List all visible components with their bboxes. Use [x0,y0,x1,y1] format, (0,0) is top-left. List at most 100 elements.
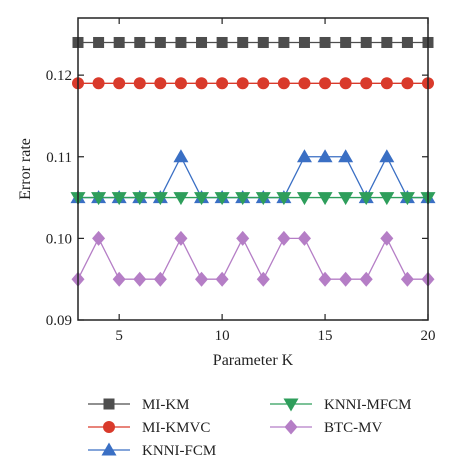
data-point-mi-kmvc [216,77,229,90]
data-point-mi-kmvc [257,77,270,90]
data-point-knni-mfcm [255,192,271,206]
data-point-mi-km [93,36,105,48]
data-point-btc-mv [112,271,126,287]
data-point-mi-kmvc [154,77,167,90]
data-point-mi-kmvc [339,77,352,90]
data-point-mi-kmvc [92,77,105,90]
data-point-mi-kmvc [319,77,332,90]
data-point-mi-kmvc [277,77,290,90]
data-point-knni-mfcm [152,192,168,206]
legend-marker-mi-km [103,398,115,410]
data-point-mi-km [196,36,208,48]
x-tick-label: 20 [421,328,436,344]
y-axis-title: Error rate [17,138,34,200]
y-tick-label: 0.10 [46,231,72,247]
legend-item-mi-km: MI-KM [88,397,190,413]
legend-item-mi-kmvc: MI-KMVC [88,420,210,436]
data-point-knni-mfcm [194,192,210,206]
data-point-knni-mfcm [379,192,395,206]
data-point-btc-mv [215,271,229,287]
data-point-mi-kmvc [298,77,311,90]
data-point-knni-mfcm [91,192,107,206]
legend-marker-btc-mv [284,419,298,435]
legend-label-knni-fcm: KNNI-FCM [142,443,216,459]
x-tick-label: 10 [215,328,230,344]
legend-item-knni-fcm: KNNI-FCM [88,442,216,459]
data-point-btc-mv [359,271,373,287]
data-point-mi-km [154,36,166,48]
legend-marker-knni-mfcm [283,398,299,412]
legend-item-knni-mfcm: KNNI-MFCM [270,397,412,413]
data-point-knni-fcm [379,149,395,163]
data-point-mi-kmvc [174,77,187,90]
series-btc-mv [71,230,435,287]
data-point-knni-mfcm [296,192,312,206]
data-point-mi-kmvc [195,77,208,90]
data-point-knni-mfcm [173,192,189,206]
x-tick-label: 15 [318,328,333,344]
data-point-knni-mfcm [399,192,415,206]
y-tick-label: 0.09 [46,313,72,329]
data-point-knni-mfcm [235,192,251,206]
data-point-knni-fcm [173,149,189,163]
data-point-btc-mv [133,271,147,287]
data-point-btc-mv [236,230,250,246]
data-point-knni-mfcm [214,192,230,206]
data-point-knni-fcm [317,149,333,163]
data-point-knni-mfcm [276,192,292,206]
series-line-knni-fcm [78,155,428,200]
data-point-mi-km [381,36,393,48]
data-point-mi-kmvc [236,77,249,90]
data-point-btc-mv [195,271,209,287]
data-point-btc-mv [339,271,353,287]
legend-label-mi-kmvc: MI-KMVC [142,420,210,436]
data-point-knni-mfcm [111,192,127,206]
data-point-mi-km [401,36,413,48]
legend: MI-KM MI-KMVC KNNI-FCM KNNI-MFCM BTC-MV [88,397,412,459]
data-point-knni-mfcm [338,192,354,206]
data-point-btc-mv [174,230,188,246]
legend-item-btc-mv: BTC-MV [270,419,383,436]
data-point-mi-kmvc [380,77,393,90]
data-point-mi-kmvc [360,77,373,90]
data-point-btc-mv [297,230,311,246]
data-point-mi-km [298,36,310,48]
data-point-mi-km [340,36,352,48]
legend-marker-mi-kmvc [103,421,115,433]
legend-label-mi-km: MI-KM [142,397,190,413]
data-point-mi-km [175,36,187,48]
data-point-btc-mv [277,230,291,246]
axes-layer: 5 10 15 20 0.09 0.10 0.11 0.12 [46,18,436,344]
data-point-mi-kmvc [401,77,414,90]
data-point-knni-fcm [296,149,312,163]
data-point-btc-mv [380,230,394,246]
data-point-mi-km [257,36,269,48]
series-knni-mfcm [70,192,436,206]
data-point-btc-mv [256,271,270,287]
data-point-knni-mfcm [358,192,374,206]
data-point-knni-mfcm [132,192,148,206]
data-point-mi-km [360,36,372,48]
data-point-btc-mv [400,271,414,287]
x-axis-title: Parameter K [213,352,294,369]
legend-label-knni-mfcm: KNNI-MFCM [324,397,412,413]
data-point-mi-km [237,36,249,48]
data-point-mi-kmvc [133,77,146,90]
legend-marker-knni-fcm [101,442,117,456]
x-tick-label: 5 [115,328,123,344]
series-line-btc-mv [77,236,428,281]
data-point-btc-mv [318,271,332,287]
y-tick-label: 0.11 [46,150,72,166]
data-point-mi-km [134,36,146,48]
y-tick-label: 0.12 [46,68,72,84]
data-point-btc-mv [153,271,167,287]
data-point-btc-mv [92,230,106,246]
series-mi-km [72,36,434,48]
data-point-mi-km [278,36,290,48]
data-point-mi-km [319,36,331,48]
plot-frame [77,17,429,321]
series-layer [70,36,436,287]
data-point-mi-km [216,36,228,48]
series-knni-fcm [70,149,436,204]
